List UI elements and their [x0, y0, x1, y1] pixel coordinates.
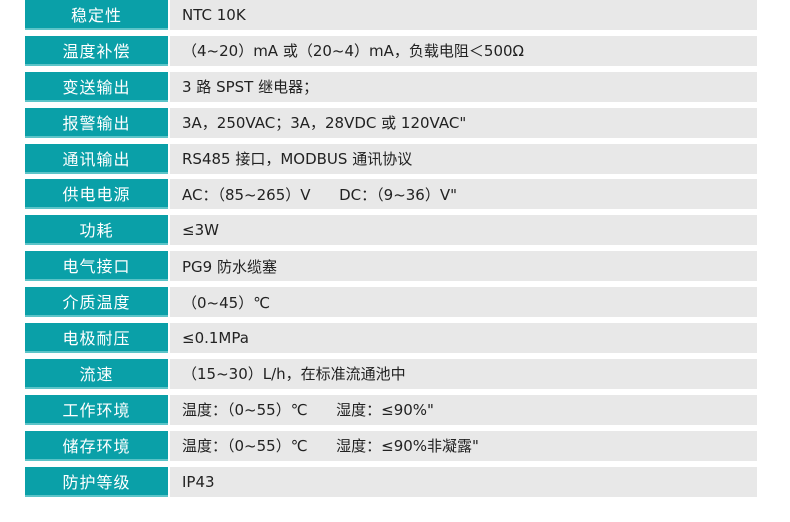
spec-row: 供电电源 AC：（85~265）V DC：（9~36）V": [25, 179, 757, 210]
spec-value: 温度：（0~55）℃ 湿度：≤90%": [170, 394, 757, 425]
spec-row: 电极耐压 ≤0.1MPa: [25, 323, 757, 354]
spec-value: RS485 接口，MODBUS 通讯协议: [170, 143, 757, 174]
spec-value: NTC 10K: [170, 0, 757, 30]
spec-row: 功耗 ≤3W: [25, 215, 757, 246]
spec-value: ≤3W: [170, 215, 757, 246]
spec-table: 稳定性 NTC 10K 温度补偿 （4~20）mA 或（20~4）mA，负载电阻＜50…: [25, 0, 757, 502]
spec-value: 3 路 SPST 继电器；: [170, 71, 757, 102]
spec-value: （0~45）℃: [170, 287, 757, 318]
spec-row: 稳定性 NTC 10K: [25, 0, 757, 30]
spec-value: （4~20）mA 或（20~4）mA，负载电阻＜500Ω: [170, 35, 757, 66]
spec-label: 供电电源: [25, 179, 168, 210]
spec-value: PG9 防水缆塞: [170, 251, 757, 282]
spec-label: 功耗: [25, 215, 168, 246]
spec-label: 介质温度: [25, 287, 168, 318]
spec-row: 报警输出 3A，250VAC；3A，28VDC 或 120VAC": [25, 107, 757, 138]
spec-label: 温度补偿: [25, 35, 168, 66]
spec-row: 介质温度 （0~45）℃: [25, 287, 757, 318]
spec-value: AC：（85~265）V DC：（9~36）V": [170, 179, 757, 210]
spec-label: 变送输出: [25, 71, 168, 102]
spec-label: 通讯输出: [25, 143, 168, 174]
spec-value: 3A，250VAC；3A，28VDC 或 120VAC": [170, 107, 757, 138]
spec-row: 储存环境 温度：（0~55）℃ 湿度：≤90%非凝露": [25, 430, 757, 461]
spec-label: 电气接口: [25, 251, 168, 282]
spec-row: 流速 （15~30）L/h，在标准流通池中: [25, 358, 757, 389]
spec-label: 工作环境: [25, 394, 168, 425]
spec-label: 流速: [25, 358, 168, 389]
spec-value: 温度：（0~55）℃ 湿度：≤90%非凝露": [170, 430, 757, 461]
spec-label: 报警输出: [25, 107, 168, 138]
spec-value: ≤0.1MPa: [170, 323, 757, 354]
spec-value: （15~30）L/h，在标准流通池中: [170, 358, 757, 389]
spec-row: 通讯输出 RS485 接口，MODBUS 通讯协议: [25, 143, 757, 174]
spec-row: 变送输出 3 路 SPST 继电器；: [25, 71, 757, 102]
spec-label: 电极耐压: [25, 323, 168, 354]
spec-row: 电气接口 PG9 防水缆塞: [25, 251, 757, 282]
spec-label: 防护等级: [25, 466, 168, 497]
spec-value: IP43: [170, 466, 757, 497]
spec-row: 防护等级 IP43: [25, 466, 757, 497]
spec-label: 稳定性: [25, 0, 168, 30]
spec-label: 储存环境: [25, 430, 168, 461]
spec-row: 工作环境 温度：（0~55）℃ 湿度：≤90%": [25, 394, 757, 425]
spec-row: 温度补偿 （4~20）mA 或（20~4）mA，负载电阻＜500Ω: [25, 35, 757, 66]
